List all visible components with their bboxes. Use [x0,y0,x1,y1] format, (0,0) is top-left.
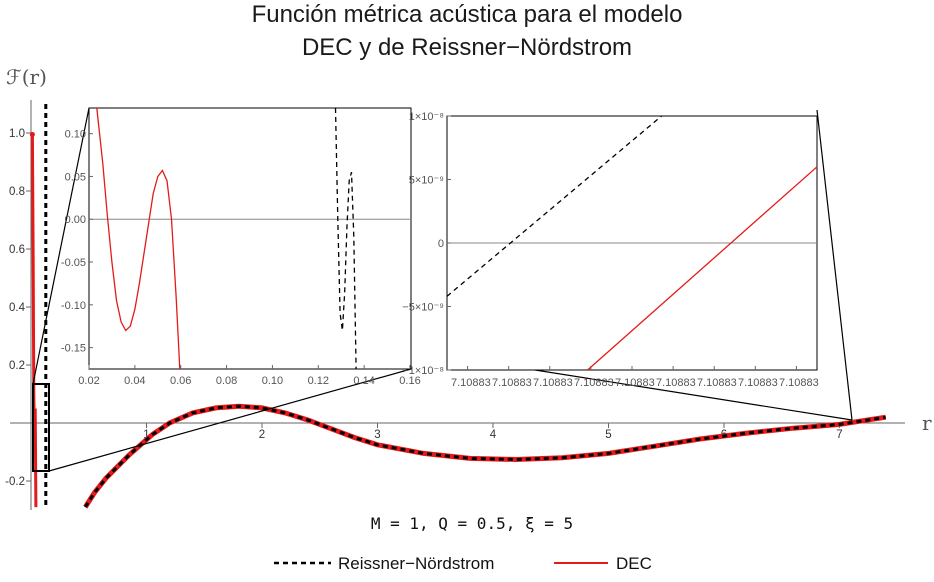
connector-line [32,107,90,385]
inset-right-x-tick-label: 7.10883 [451,377,491,389]
y-tick-label: 0.8 [9,186,25,198]
connector-line [515,366,853,421]
inset-right-x-tick-label: 7.10883 [492,377,532,389]
legend-label-reissner-nordstrom: Reissner−Nördstrom [338,554,494,573]
x-axis-label: r [922,411,932,435]
chart-title-line-1: Función métrica acústica para el modelo [252,1,683,28]
inset-left-x-tick-label: 0.08 [216,375,237,387]
inset-right-y-tick-label: −1×10⁻⁸ [402,365,444,377]
y-tick-label: -0.2 [5,476,25,488]
x-tick-label: 1 [143,429,149,441]
inset-right-x-tick-label: 7.10883 [533,377,573,389]
inset-left-x-tick-label: 0.10 [262,375,283,387]
reissner-nordstrom-curve [84,404,886,508]
zoom-box-left [32,383,50,472]
y-axis-label: ℱ(r) [6,65,47,89]
x-tick-label: 5 [605,429,611,441]
x-tick-label: 4 [490,429,497,441]
inset-left-y-tick-label: 0.05 [65,171,86,183]
inset-right-x-tick-label: 7.10883 [615,377,655,389]
main-plot: 1 2 3 4 5 6 7-0.20.20.40.60.81.0 [5,100,905,510]
inset-right-x-tick-label: 7.10883 [574,377,614,389]
legend: Reissner−Nördstrom DEC [274,554,652,573]
inset-right-x-tick-label: 7.10883 [656,377,696,389]
inset-right-reissner-nordstrom-curve [446,115,663,297]
legend-label-dec: DEC [616,554,652,573]
inset-right-plot: 1×10⁻⁸5×10⁻⁹0−5×10⁻⁹−1×10⁻⁸7.10883 7.1088… [402,111,818,389]
inset-left-x-tick-label: 0.16 [399,375,420,387]
inset-right-dec-curve [587,166,818,371]
inset-left-y-tick-label: 0.00 [65,214,86,226]
chart-title-line-2: DEC y de Reissner−Nördstrom [302,34,632,61]
inset-right-x-tick-label: 7.10883 [738,377,778,389]
inset-left-y-tick-label: 0.10 [65,129,86,141]
inset-right-y-tick-label: −5×10⁻⁹ [402,302,444,314]
y-tick-label: 0.2 [9,360,25,372]
parameters-label: M = 1, Q = 0.5, ξ = 5 [371,514,573,533]
inset-left-dec-curve [96,107,181,370]
x-tick-label: 3 [374,429,380,441]
inset-right-x-tick-label: 7.10883 [779,377,819,389]
connector-line [48,368,412,472]
connector-line [816,109,853,421]
dec-start-point [29,131,35,137]
inset-right-x-tick-label: 7.10883 [697,377,737,389]
inset-left-x-tick-label: 0.04 [124,375,145,387]
inset-left-plot: 0.02 0.04 0.06 0.08 0.10 0.12 0.14 0.16 -0.15 -0.… [61,107,421,387]
x-tick-label: 2 [259,429,265,441]
y-tick-label: 0.4 [9,302,26,314]
inset-left-y-tick-label: -0.10 [61,300,86,312]
zoom-connectors [32,107,853,472]
y-tick-label: 1.0 [9,128,25,140]
inset-left-y-tick-label: -0.05 [61,257,86,269]
inset-left-y-tick-label: -0.15 [61,343,86,355]
inset-left-x-tick-label: 0.06 [170,375,191,387]
inset-left-x-tick-label: 0.02 [78,375,99,387]
inset-left-x-tick-label: 0.14 [353,375,374,387]
inset-left-background [88,107,412,370]
inset-right-y-tick-label: 1×10⁻⁸ [409,111,444,123]
inset-right-y-tick-label: 5×10⁻⁹ [409,175,444,187]
inset-right-y-tick-label: 0 [438,238,444,250]
y-tick-label: 0.6 [9,244,25,256]
inset-left-x-tick-label: 0.12 [308,375,329,387]
dec-curve [83,403,887,509]
x-tick-label: 7 [836,429,842,441]
